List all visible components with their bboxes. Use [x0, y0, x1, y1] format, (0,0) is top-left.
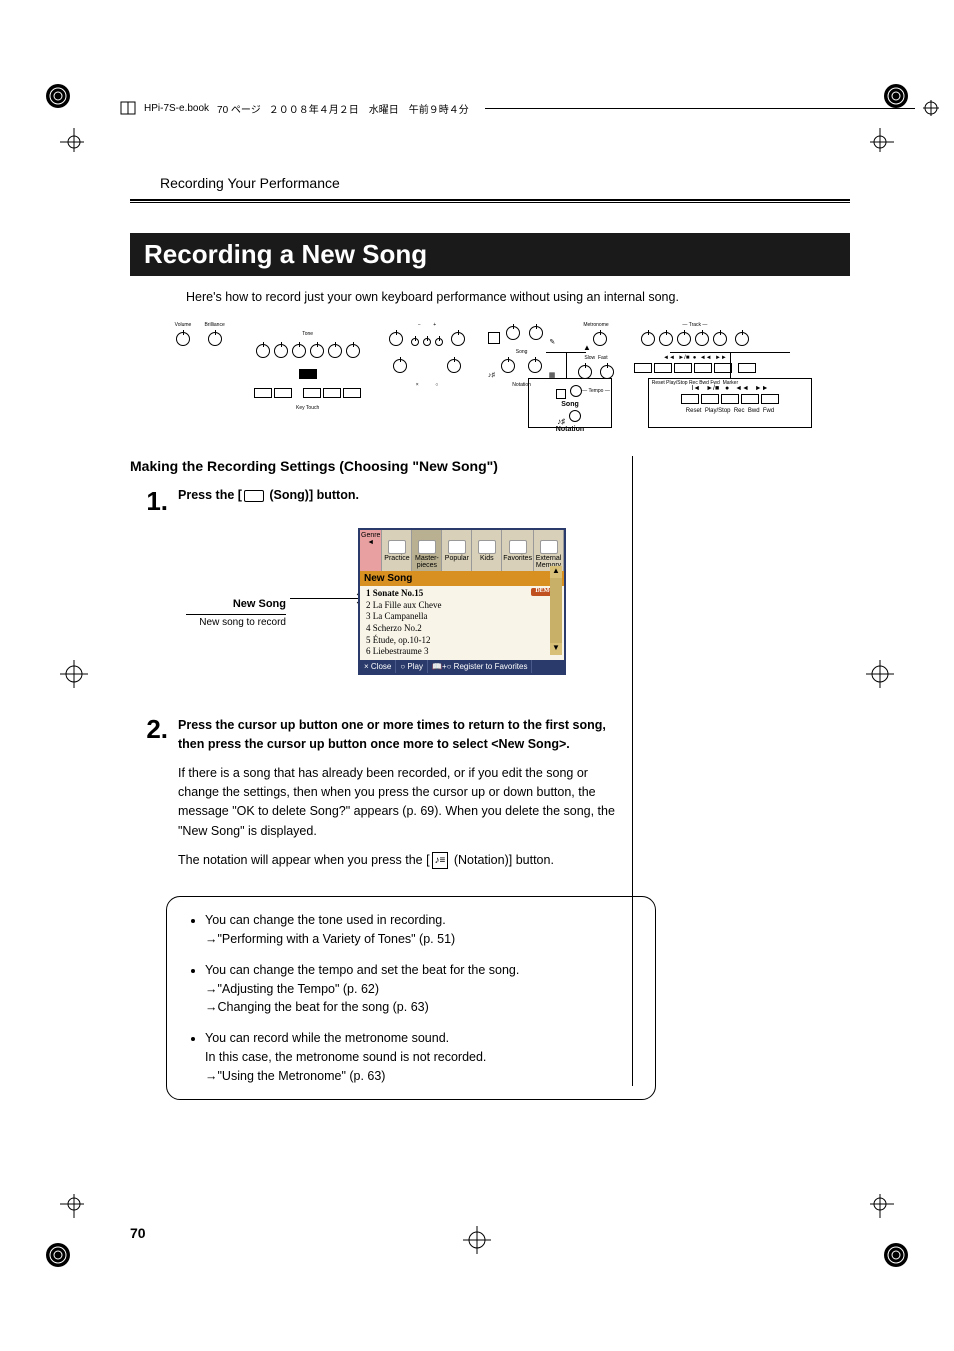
tip-item: You can change the tempo and set the bea…: [205, 961, 635, 1017]
intro-text: Here's how to record just your own keybo…: [186, 290, 850, 304]
meta-filename: HPi-7S-e.book: [144, 103, 209, 114]
new-song-label: New Song: [186, 598, 286, 610]
song-select-screenshot: Genre◄ Practice Master-pieces Popular Ki…: [358, 528, 566, 675]
crosshair-left: [60, 660, 88, 693]
book-icon: [120, 100, 136, 116]
step-2: 2. Press the cursor up button one or mor…: [130, 716, 630, 880]
step-2-para1: If there is a song that has already been…: [178, 764, 630, 842]
step-2-lead: Press the cursor up button one or more t…: [178, 716, 630, 754]
prepress-header: HPi-7S-e.book 70 ページ ２００８年４月２日 水曜日 午前９時４…: [120, 100, 939, 116]
page-number: 70: [130, 1225, 146, 1241]
tip-box: You can change the tone used in recordin…: [166, 896, 656, 1100]
registration-mark-tl: [40, 78, 76, 114]
step-1-lead: Press the [ (Song)] button.: [178, 488, 630, 502]
meta-page: 70 ページ: [217, 101, 261, 116]
step-number: 2.: [130, 716, 178, 880]
notation-icon: ♪≡: [432, 852, 449, 870]
tip-item: You can record while the metronome sound…: [205, 1029, 635, 1085]
key-touch-label: Key Touch: [253, 405, 362, 411]
registration-mark-br: [878, 1237, 914, 1273]
callout-song-notation: Song ♪♯ Notation: [528, 378, 612, 428]
step-2-para2: The notation will appear when you press …: [178, 851, 630, 870]
crop-mark: [60, 1194, 84, 1223]
crop-mark: [60, 128, 84, 157]
screenshot-newsong: New Song New song to record Genre◄ Pract…: [186, 528, 566, 698]
crosshair-bottom: [463, 1226, 491, 1259]
running-head: Recording Your Performance: [130, 175, 850, 191]
meta-date: ２００８年４月２日 水曜日 午前９時４分: [269, 101, 469, 116]
crop-mark: [870, 1194, 894, 1223]
column-divider: [632, 456, 633, 1086]
panel-diagram: Volume Brilliance Tone Key Touch − +: [170, 322, 850, 432]
crop-mark: [870, 128, 894, 157]
heading-recording-settings: Making the Recording Settings (Choosing …: [130, 458, 630, 474]
new-song-sublabel: New song to record: [186, 614, 286, 628]
callout-arrow: [290, 598, 360, 599]
tip-item: You can change the tone used in recordin…: [205, 911, 635, 949]
callout-transport: I◄ ►/■ ● ◄◄ ►► Reset Play/Stop Rec Bwd F…: [648, 378, 812, 428]
step-number: 1.: [130, 488, 178, 514]
step-1: 1. Press the [ (Song)] button.: [130, 488, 630, 514]
target-icon: [923, 100, 939, 116]
crosshair-right: [866, 660, 894, 693]
registration-mark-bl: [40, 1237, 76, 1273]
running-rule: [130, 199, 850, 203]
page-title: Recording a New Song: [130, 233, 850, 276]
song-icon: [244, 490, 264, 502]
